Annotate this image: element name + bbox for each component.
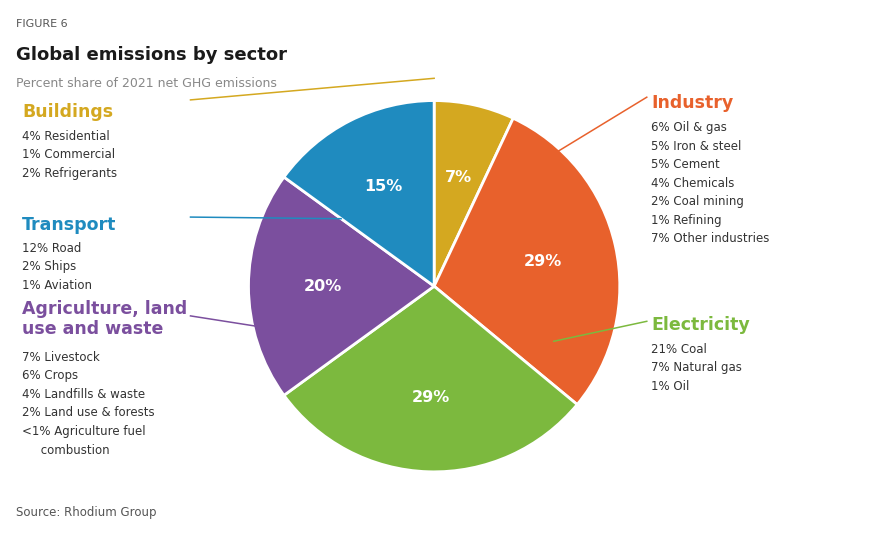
Text: Percent share of 2021 net GHG emissions: Percent share of 2021 net GHG emissions xyxy=(16,77,276,90)
Text: 29%: 29% xyxy=(524,254,562,269)
Wedge shape xyxy=(284,100,434,286)
Text: Industry: Industry xyxy=(651,94,734,112)
Text: 6% Oil & gas
5% Iron & steel
5% Cement
4% Chemicals
2% Coal mining
1% Refining
7: 6% Oil & gas 5% Iron & steel 5% Cement 4… xyxy=(651,122,770,246)
Text: Agriculture, land
use and waste: Agriculture, land use and waste xyxy=(22,300,188,339)
Text: 12% Road
2% Ships
1% Aviation: 12% Road 2% Ships 1% Aviation xyxy=(22,242,92,292)
Wedge shape xyxy=(284,286,577,472)
Text: FIGURE 6: FIGURE 6 xyxy=(16,19,67,29)
Text: Transport: Transport xyxy=(22,216,117,234)
Wedge shape xyxy=(248,177,434,395)
Text: 15%: 15% xyxy=(364,179,403,194)
Wedge shape xyxy=(434,100,513,286)
Text: Global emissions by sector: Global emissions by sector xyxy=(16,46,287,64)
Text: Electricity: Electricity xyxy=(651,316,750,334)
Text: 20%: 20% xyxy=(304,279,342,294)
Wedge shape xyxy=(434,118,620,404)
Text: 21% Coal
7% Natural gas
1% Oil: 21% Coal 7% Natural gas 1% Oil xyxy=(651,343,742,393)
Text: 7% Livestock
6% Crops
4% Landfills & waste
2% Land use & forests
<1% Agriculture: 7% Livestock 6% Crops 4% Landfills & was… xyxy=(22,351,155,456)
Text: Buildings: Buildings xyxy=(22,103,113,120)
Text: 4% Residential
1% Commercial
2% Refrigerants: 4% Residential 1% Commercial 2% Refriger… xyxy=(22,130,117,180)
Text: 7%: 7% xyxy=(445,170,472,185)
Text: Source: Rhodium Group: Source: Rhodium Group xyxy=(16,507,157,519)
Text: 29%: 29% xyxy=(411,390,450,405)
